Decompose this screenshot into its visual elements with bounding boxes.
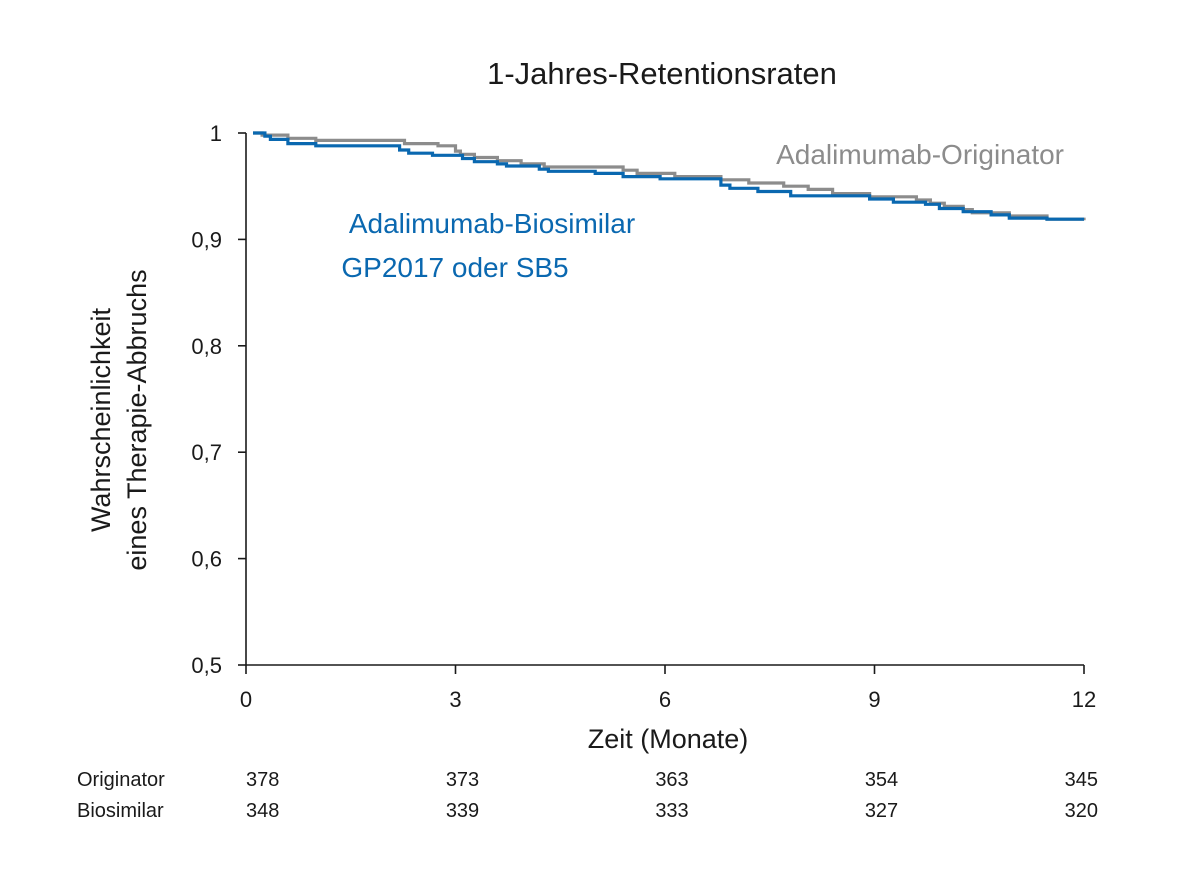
y-ticks: 0,5 0,6 0,7 0,8 0,9 1	[191, 121, 246, 678]
x-tick-label: 6	[659, 687, 671, 712]
risk-value: 327	[865, 800, 898, 822]
risk-value: 378	[246, 769, 279, 791]
originator-annotation-line-1: Adalimumab-Originator	[776, 139, 1064, 170]
biosimilar-annotation-line-2: GP2017 oder SB5	[341, 252, 568, 283]
x-tick-label: 3	[449, 687, 461, 712]
risk-row-label: Originator	[77, 769, 165, 791]
y-tick-label: 0,6	[191, 547, 222, 572]
y-tick-label: 0,8	[191, 334, 222, 359]
originator-annotation: Adalimumab-Originator	[776, 139, 1064, 170]
y-axis-label-line-2: eines Therapie-Abbruchs	[122, 269, 152, 570]
x-tick-label: 12	[1072, 687, 1096, 712]
series-layer	[253, 131, 1086, 221]
x-ticks: 0 3 6 9 12	[240, 665, 1096, 712]
risk-value: 373	[446, 769, 479, 791]
y-axis-label-line-1: Wahrscheinlichkeit	[86, 307, 116, 532]
biosimilar-annotation-line-1: Adalimumab-Biosimilar	[349, 208, 635, 239]
risk-value: 348	[246, 800, 279, 822]
biosimilar-annotation: Adalimumab-Biosimilar GP2017 oder SB5	[341, 208, 635, 283]
x-tick-label: 0	[240, 687, 252, 712]
risk-value: 333	[655, 800, 688, 822]
risk-value: 363	[655, 769, 688, 791]
risk-row-label: Biosimilar	[77, 800, 164, 822]
risk-value: 339	[446, 800, 479, 822]
risk-value: 354	[865, 769, 898, 791]
y-tick-label: 1	[210, 121, 222, 146]
x-tick-label: 9	[868, 687, 880, 712]
originator-survival-curve	[253, 131, 1086, 221]
y-tick-label: 0,9	[191, 227, 222, 252]
y-tick-label: 0,5	[191, 653, 222, 678]
y-tick-label: 0,7	[191, 440, 222, 465]
risk-value: 345	[1065, 769, 1098, 791]
y-axis-label: Wahrscheinlichkeit eines Therapie-Abbruc…	[86, 269, 152, 570]
biosimilar-survival-curve	[253, 131, 1084, 221]
x-axis-label: Zeit (Monate)	[588, 724, 749, 754]
risk-value: 320	[1065, 800, 1098, 822]
risk-table: Originator 378 373 363 354 345 Biosimilar 348 33…	[77, 769, 1098, 822]
chart-title: 1-Jahres-Retentionsraten	[487, 56, 837, 91]
